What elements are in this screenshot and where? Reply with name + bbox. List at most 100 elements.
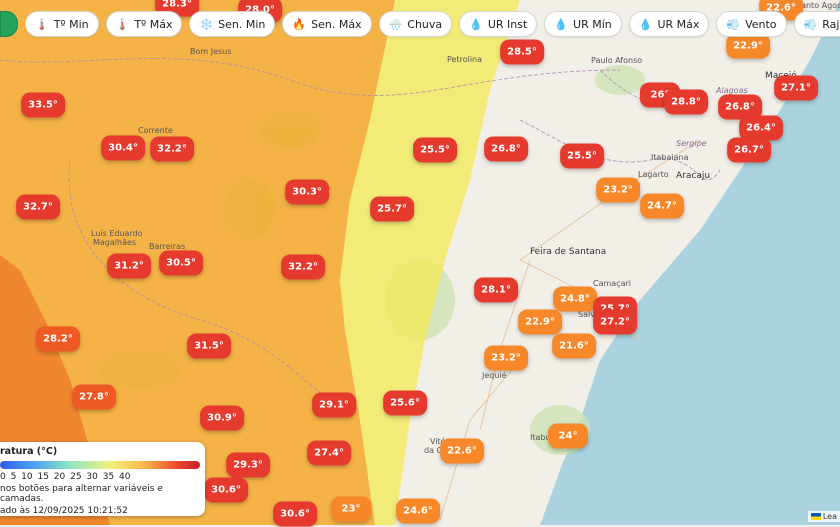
- city-bom-jesus: Bom Jesus: [190, 47, 232, 56]
- temperature-marker[interactable]: 30.9°: [200, 405, 244, 431]
- temperature-marker[interactable]: 24°: [548, 423, 588, 449]
- tmin-button[interactable]: 🌡️ Tº Min: [25, 11, 99, 37]
- city-barreiras: Barreiras: [149, 242, 186, 251]
- temperature-marker[interactable]: 23.2°: [596, 177, 640, 203]
- ur-min-button[interactable]: 💧 UR Mín: [544, 11, 622, 37]
- variable-toolbar: 🌡️ Tº Min 🌡️ Tº Máx ❄️ Sen. Min 🔥 Sen. Máx 🌧️ Chu…: [0, 0, 840, 48]
- temperature-marker[interactable]: 30.5°: [159, 250, 203, 276]
- legend-updated: ado às 12/09/2025 10:21:52: [0, 506, 128, 516]
- temperature-marker[interactable]: 29.3°: [226, 452, 270, 478]
- temperature-marker[interactable]: 33.5°: [21, 92, 65, 118]
- temperature-marker[interactable]: 26.8°: [718, 94, 762, 120]
- temperature-marker[interactable]: 27.4°: [307, 440, 351, 466]
- city-itabaiana: Itabaiana: [651, 153, 689, 162]
- temperature-marker[interactable]: 30.6°: [273, 501, 317, 527]
- sen-min-label: Sen. Min: [218, 17, 266, 31]
- sen-max-icon: 🔥: [292, 17, 307, 31]
- city-camacari: Camaçari: [593, 279, 631, 288]
- vento-label: Vento: [745, 17, 777, 31]
- temperature-marker[interactable]: 26.7°: [727, 137, 771, 163]
- ur-max-button[interactable]: 💧 UR Máx: [628, 11, 710, 37]
- ur-inst-icon: 💧: [469, 17, 483, 31]
- ur-max-icon: 💧: [638, 17, 653, 31]
- chuva-icon: 🌧️: [388, 17, 403, 31]
- temperature-marker[interactable]: 32.2°: [150, 136, 194, 162]
- temperature-marker[interactable]: 31.2°: [107, 253, 151, 279]
- legend-hint: nos botões para alternar variáveis e cam…: [0, 484, 163, 504]
- ur-inst-button[interactable]: 💧 UR Inst: [459, 11, 538, 37]
- temperature-marker[interactable]: 30.6°: [204, 477, 248, 503]
- chuva-label: Chuva: [407, 17, 443, 31]
- temperature-marker[interactable]: 24.7°: [640, 193, 684, 219]
- temperature-marker[interactable]: 25.5°: [413, 137, 457, 163]
- tmax-icon: 🌡️: [115, 17, 130, 31]
- temperature-marker[interactable]: 32.2°: [281, 254, 325, 280]
- temperature-marker[interactable]: 23.2°: [484, 345, 528, 371]
- city-paulo-afonso: Paulo Afonso: [591, 56, 643, 65]
- temperature-marker[interactable]: 22.9°: [518, 309, 562, 335]
- temperature-marker[interactable]: 24.6°: [396, 498, 440, 524]
- legend-color-bar: [0, 461, 200, 469]
- temperature-marker[interactable]: 25.5°: [560, 143, 604, 169]
- city-feira-de-santana: Feira de Santana: [530, 247, 607, 257]
- city-luis-eduardo: Luís Eduardo: [91, 229, 143, 238]
- legend-title: ratura (°C): [0, 446, 58, 457]
- state-alagoas: Alagoas: [716, 86, 748, 95]
- temperature-marker[interactable]: 27.8°: [72, 384, 116, 410]
- vento-icon: 💨: [726, 17, 741, 31]
- sen-min-button[interactable]: ❄️ Sen. Min: [189, 11, 276, 37]
- temperature-marker[interactable]: 25.6°: [383, 390, 427, 416]
- vento-button[interactable]: 💨 Vento: [716, 11, 787, 37]
- city-vitoria: Vitó: [430, 437, 446, 446]
- temperature-marker[interactable]: 23°: [331, 496, 371, 522]
- rajadas-button[interactable]: 💨 Rajadas: [793, 11, 840, 37]
- temperature-marker[interactable]: 21.6°: [552, 333, 596, 359]
- sen-min-icon: ❄️: [199, 17, 214, 31]
- attribution-text[interactable]: Lea: [822, 512, 837, 521]
- temperature-marker[interactable]: 27.1°: [774, 75, 818, 101]
- sen-max-button[interactable]: 🔥 Sen. Máx: [282, 11, 372, 37]
- tmin-icon: 🌡️: [35, 17, 49, 31]
- temperature-marker[interactable]: 28.2°: [36, 326, 80, 352]
- legend-ticks: 0 5 10 15 20 25 30 35 40: [0, 472, 131, 482]
- temperature-marker[interactable]: 30.4°: [101, 135, 145, 161]
- temperature-marker[interactable]: 25.7°: [370, 196, 414, 222]
- ocean: [540, 0, 840, 525]
- temperature-marker[interactable]: 28.8°: [664, 89, 708, 115]
- tmax-label: Tº Máx: [134, 17, 173, 31]
- city-lagarto: Lagarto: [638, 170, 669, 179]
- temperature-marker[interactable]: 22.6°: [440, 438, 484, 464]
- ukraine-flag-icon: [810, 513, 821, 520]
- temperature-marker[interactable]: 26.4°: [739, 115, 783, 141]
- tmin-label: Tº Min: [53, 17, 89, 31]
- rajadas-icon: 💨: [803, 17, 818, 31]
- temperature-marker[interactable]: 32.7°: [16, 194, 60, 220]
- city-conquista: da Con: [424, 446, 453, 455]
- city-magalhaes: Magalhães: [93, 238, 137, 247]
- temperature-marker[interactable]: 28.1°: [474, 277, 518, 303]
- temperature-marker[interactable]: 30.3°: [285, 179, 329, 205]
- city-jequie: Jequié: [482, 371, 507, 380]
- chuva-button[interactable]: 🌧️ Chuva: [378, 11, 453, 37]
- temperature-marker[interactable]: 28.5°: [500, 39, 544, 65]
- temperature-marker[interactable]: 27.2°: [593, 309, 637, 335]
- city-petrolina: Petrolina: [447, 55, 483, 64]
- temperature-marker[interactable]: 26.8°: [484, 136, 528, 162]
- tmax-button[interactable]: 🌡️ Tº Máx: [105, 11, 183, 37]
- state-sergipe: Sergipe: [676, 139, 707, 148]
- ur-min-icon: 💧: [554, 17, 569, 31]
- ur-min-label: UR Mín: [573, 17, 612, 31]
- temperature-marker[interactable]: 22.9°: [726, 33, 770, 59]
- map-attribution[interactable]: Lea: [807, 511, 840, 522]
- temperature-legend: ratura (°C) 0 5 10 15 20 25 30 35 40 nos…: [0, 442, 205, 516]
- temperature-marker[interactable]: 31.5°: [187, 333, 231, 359]
- ur-max-label: UR Máx: [657, 17, 700, 31]
- ur-inst-label: UR Inst: [487, 17, 528, 31]
- temperature-marker[interactable]: 29.1°: [312, 392, 356, 418]
- menu-toggle-button[interactable]: [0, 11, 18, 37]
- city-itabuna: Itabu: [530, 433, 551, 442]
- sen-max-label: Sen. Máx: [311, 17, 362, 31]
- rajadas-label: Rajadas: [822, 17, 840, 31]
- temperature-marker[interactable]: 24.8°: [553, 286, 597, 312]
- city-corrente: Corrente: [138, 126, 173, 135]
